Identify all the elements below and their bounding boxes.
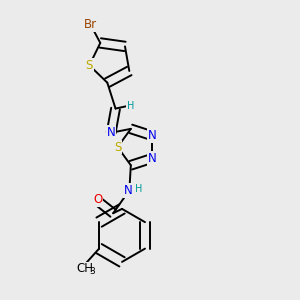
Text: S: S [114, 141, 121, 154]
Text: O: O [93, 193, 102, 206]
Text: CH: CH [77, 262, 94, 275]
Text: Br: Br [84, 18, 97, 31]
Text: S: S [86, 59, 93, 72]
Text: H: H [127, 101, 134, 111]
Text: 3: 3 [89, 267, 94, 276]
Text: N: N [124, 184, 132, 197]
Text: N: N [148, 129, 157, 142]
Text: N: N [107, 126, 116, 139]
Text: N: N [148, 152, 157, 165]
Text: H: H [134, 184, 142, 194]
